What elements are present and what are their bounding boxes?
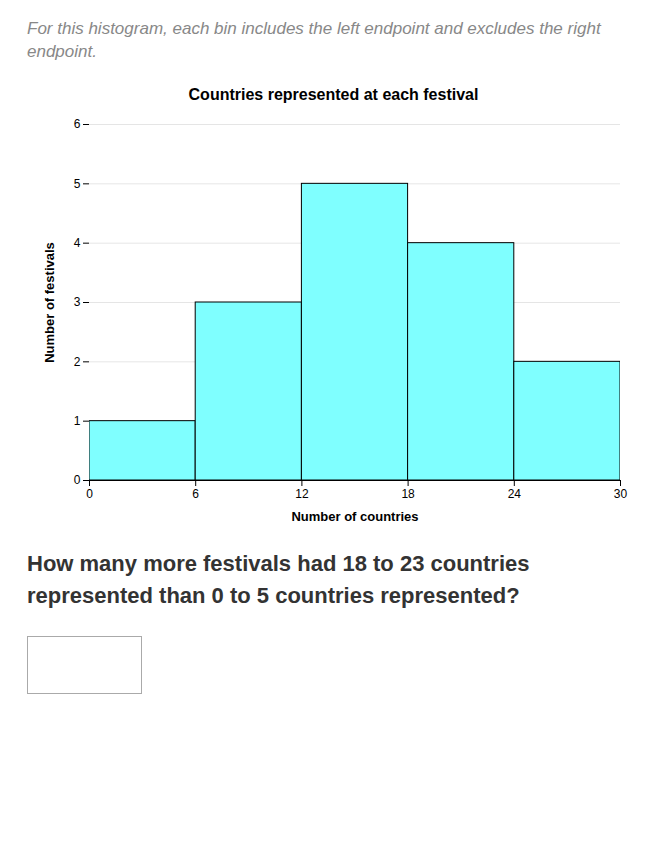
svg-text:30: 30	[614, 487, 628, 501]
svg-text:18: 18	[401, 487, 415, 501]
html-text:How many more festivals had 18: How many more festivals had 18 to 23 cou…	[27, 550, 530, 608]
svg-text:6: 6	[74, 117, 81, 131]
svg-text:24: 24	[508, 487, 522, 501]
svg-text:2: 2	[74, 355, 81, 369]
svg-text:3: 3	[74, 295, 81, 309]
svg-text:Number of countries: Number of countries	[291, 508, 418, 523]
html-text:For this histogram, each bin i: For this histogram, each bin includes th…	[27, 19, 601, 61]
svg-text:12: 12	[295, 487, 309, 501]
svg-text:0: 0	[86, 487, 93, 501]
svg-text:1: 1	[74, 414, 81, 428]
svg-text:4: 4	[74, 236, 81, 250]
html-text:Countries represented at each: Countries represented at each festival	[188, 85, 479, 103]
svg-text:6: 6	[192, 487, 199, 501]
svg-text:5: 5	[74, 177, 81, 191]
svg-text:Number of festivals: Number of festivals	[42, 242, 57, 363]
svg-text:0: 0	[74, 473, 81, 487]
